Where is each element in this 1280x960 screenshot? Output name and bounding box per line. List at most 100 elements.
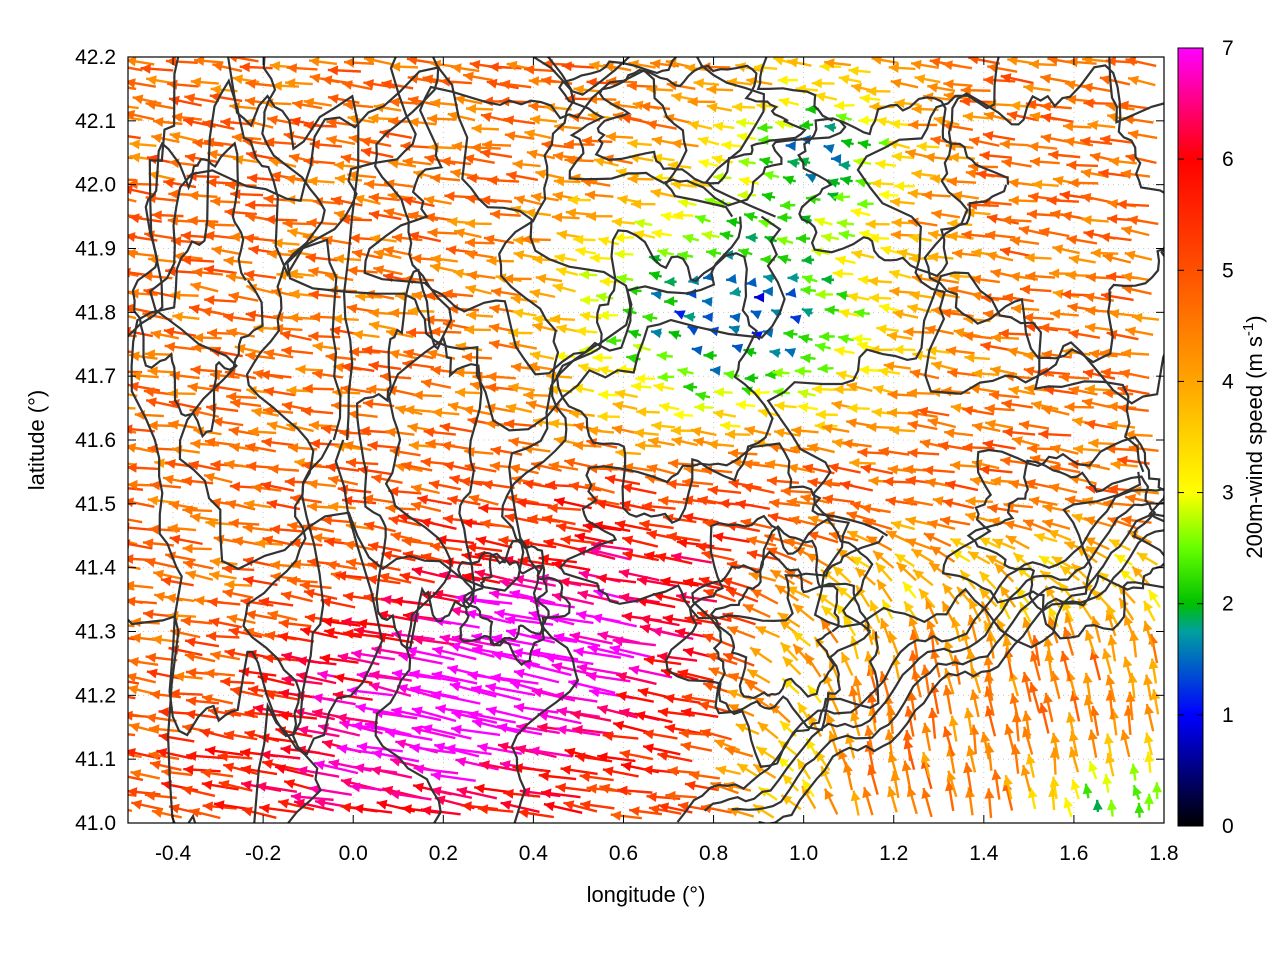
wind-arrowhead xyxy=(1063,121,1074,132)
wind-arrowhead xyxy=(474,569,486,579)
wind-arrowhead xyxy=(1002,636,1013,647)
wind-arrowhead xyxy=(666,531,678,542)
wind-arrowhead xyxy=(983,655,994,666)
wind-arrowhead xyxy=(1029,111,1041,122)
wind-arrowhead xyxy=(1116,199,1127,210)
wind-arrowhead xyxy=(706,248,717,258)
wind-arrowhead xyxy=(1009,271,1021,282)
wind-arrowhead xyxy=(204,472,215,483)
wind-arrowhead xyxy=(778,97,790,108)
wind-arrowhead xyxy=(737,763,749,774)
wind-arrowhead xyxy=(1022,710,1032,722)
wind-arrowhead xyxy=(535,273,547,284)
wind-arrowhead xyxy=(838,74,850,85)
wind-arrowhead xyxy=(950,460,961,471)
wind-arrowhead xyxy=(190,77,202,88)
wind-arrowhead xyxy=(841,652,851,664)
wind-arrowhead xyxy=(521,234,532,245)
contour-line xyxy=(758,528,1164,823)
wind-arrowhead xyxy=(928,229,939,240)
wind-arrowhead xyxy=(447,401,459,412)
contour-line xyxy=(766,271,1145,649)
wind-arrowhead xyxy=(599,783,611,794)
wind-arrowhead xyxy=(773,57,784,66)
wind-arrowhead xyxy=(991,769,1002,781)
wind-arrowhead xyxy=(240,764,252,775)
wind-arrowhead xyxy=(824,58,835,69)
wind-arrowhead xyxy=(424,154,436,165)
wind-arrowhead xyxy=(128,787,138,797)
wind-arrowhead xyxy=(466,594,477,605)
wind-arrowhead xyxy=(746,549,758,560)
wind-arrowhead xyxy=(422,74,434,85)
wind-arrowhead xyxy=(1088,438,1099,449)
wind-arrowhead xyxy=(390,757,402,767)
wind-arrowhead xyxy=(1023,350,1034,361)
wind-arrowhead xyxy=(477,804,489,815)
wind-arrowhead xyxy=(887,464,899,475)
wind-arrowhead xyxy=(875,159,886,170)
wind-arrowhead xyxy=(389,97,400,108)
contour-line xyxy=(374,57,453,823)
wind-arrowhead xyxy=(244,499,255,510)
wind-arrowhead xyxy=(464,249,476,260)
wind-arrowhead xyxy=(1039,227,1050,238)
wind-arrowhead xyxy=(942,60,953,71)
wind-arrowhead xyxy=(563,800,575,811)
wind-arrowhead xyxy=(964,352,975,363)
wind-arrowhead xyxy=(333,253,345,264)
wind-arrowhead xyxy=(185,709,196,720)
wind-vector xyxy=(128,334,137,338)
wind-arrowhead xyxy=(1048,606,1058,618)
wind-arrowhead xyxy=(193,332,204,343)
wind-arrowhead xyxy=(503,273,514,284)
wind-arrowhead xyxy=(450,606,462,617)
wind-arrowhead xyxy=(1041,405,1053,415)
wind-arrowhead xyxy=(890,230,901,240)
wind-arrowhead xyxy=(1071,563,1083,575)
wind-arrowhead xyxy=(524,64,535,75)
wind-arrowhead xyxy=(1000,585,1011,597)
wind-arrowhead xyxy=(1120,169,1132,180)
wind-arrowhead xyxy=(264,214,275,225)
wind-arrowhead xyxy=(451,141,463,152)
wind-arrowhead xyxy=(743,604,755,614)
wind-arrowhead xyxy=(1107,199,1118,209)
wind-arrowhead xyxy=(762,286,773,297)
wind-arrowhead xyxy=(343,540,355,551)
wind-arrowhead xyxy=(420,517,431,528)
wind-arrowhead xyxy=(560,765,572,775)
wind-arrowhead xyxy=(1007,347,1019,357)
wind-arrowhead xyxy=(757,722,769,733)
wind-vector xyxy=(227,57,259,63)
wind-arrowhead xyxy=(1050,209,1061,220)
wind-arrowhead xyxy=(554,351,565,362)
wind-arrowhead xyxy=(763,170,774,181)
wind-arrowhead xyxy=(280,330,291,341)
wind-arrowhead xyxy=(1150,689,1161,700)
wind-arrowhead xyxy=(426,349,438,360)
wind-arrowhead xyxy=(1003,775,1013,786)
wind-arrowhead xyxy=(364,57,375,66)
wind-arrowhead xyxy=(756,746,768,757)
wind-arrowhead xyxy=(406,327,417,338)
wind-arrowhead xyxy=(461,801,472,812)
wind-arrowhead xyxy=(884,729,895,740)
wind-arrowhead xyxy=(310,312,321,323)
wind-arrowhead xyxy=(443,461,455,471)
axis-ticks: -0.4 -0.2 0.0 0.2 0.4 0.6 0.8 1.0 1.2 1.4 1.6 1.841… xyxy=(75,46,1178,865)
wind-arrowhead xyxy=(968,57,979,65)
wind-arrowhead xyxy=(368,210,380,220)
wind-arrowhead xyxy=(1009,693,1020,705)
wind-arrowhead xyxy=(268,157,280,167)
wind-arrowhead xyxy=(430,786,442,797)
wind-arrowhead xyxy=(371,749,383,759)
wind-arrowhead xyxy=(480,112,492,122)
wind-arrowhead xyxy=(766,547,778,557)
wind-arrowhead xyxy=(333,673,345,683)
wind-arrowhead xyxy=(690,426,702,437)
wind-arrowhead xyxy=(280,744,291,755)
wind-arrowhead xyxy=(368,541,379,552)
wind-vector xyxy=(128,518,143,524)
wind-arrowhead xyxy=(1049,776,1060,788)
